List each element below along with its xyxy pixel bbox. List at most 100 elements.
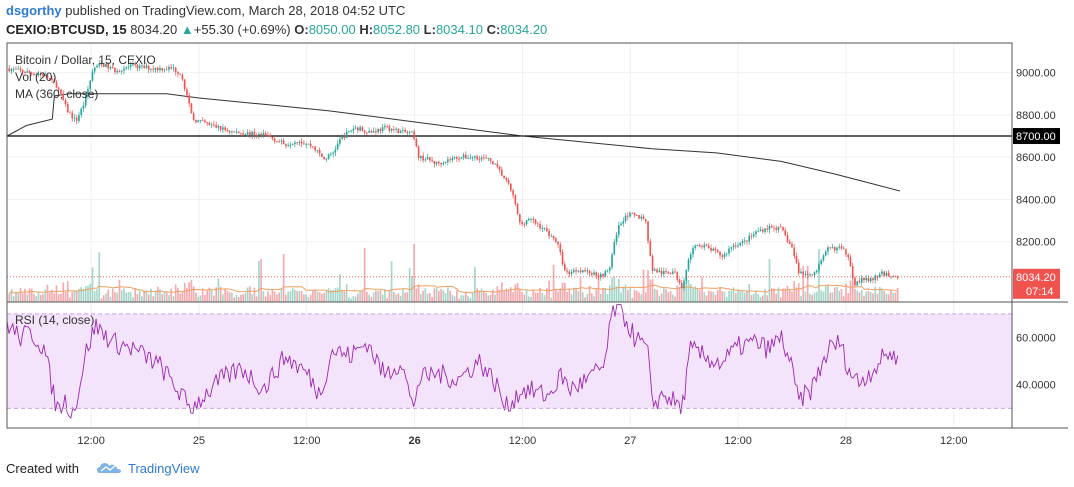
volume-bar bbox=[786, 286, 789, 302]
volume-bar bbox=[325, 291, 328, 302]
volume-bars bbox=[8, 244, 899, 302]
candle bbox=[851, 262, 854, 279]
candle-body bbox=[354, 127, 357, 129]
volume-bar bbox=[352, 296, 355, 302]
volume-bar bbox=[626, 290, 629, 302]
candle bbox=[273, 137, 276, 144]
candle-body bbox=[177, 71, 179, 74]
volume-bar bbox=[554, 289, 557, 302]
volume-bar bbox=[372, 292, 375, 302]
candle bbox=[303, 139, 305, 145]
candle bbox=[721, 253, 724, 261]
volume-bar bbox=[543, 295, 546, 302]
candle-body bbox=[462, 154, 465, 158]
volume-bar bbox=[818, 248, 820, 302]
symbol-label: CEXIO:BTCUSD, 15 bbox=[6, 22, 127, 37]
candle bbox=[701, 244, 703, 250]
volume-bar bbox=[444, 293, 447, 302]
candle-body bbox=[818, 263, 820, 271]
candle-body bbox=[595, 272, 598, 276]
volume-bar bbox=[291, 287, 294, 302]
candle-body bbox=[136, 64, 139, 69]
volume-bar bbox=[671, 294, 674, 302]
candle bbox=[154, 67, 157, 73]
volume-bar bbox=[147, 294, 150, 302]
candle bbox=[19, 66, 22, 73]
candle-body bbox=[806, 274, 809, 275]
candle bbox=[658, 267, 661, 273]
candle bbox=[615, 232, 618, 246]
volume-bar bbox=[408, 268, 411, 302]
author-name[interactable]: dsgorthy bbox=[6, 3, 62, 18]
volume-bar bbox=[413, 244, 415, 302]
candle-body bbox=[314, 146, 316, 151]
candle bbox=[462, 152, 465, 161]
candle bbox=[725, 252, 728, 257]
candle-body bbox=[87, 88, 89, 97]
candle bbox=[818, 261, 820, 274]
volume-bar bbox=[707, 290, 710, 302]
candle bbox=[262, 129, 265, 138]
tradingview-link[interactable]: TradingView bbox=[128, 461, 200, 476]
candle-body bbox=[406, 132, 409, 134]
volume-bar bbox=[483, 291, 485, 302]
volume-bar bbox=[395, 294, 397, 302]
candle-body bbox=[773, 227, 775, 229]
candle bbox=[87, 85, 89, 100]
volume-bar bbox=[375, 290, 377, 302]
candle-body bbox=[285, 144, 287, 147]
volume-bar bbox=[172, 296, 175, 302]
volume-bar bbox=[388, 290, 391, 302]
candle-body bbox=[824, 251, 827, 256]
candle-body bbox=[258, 133, 260, 136]
candle-body bbox=[289, 145, 292, 146]
candle bbox=[474, 155, 476, 161]
candle-body bbox=[303, 143, 305, 145]
candle-body bbox=[343, 136, 346, 138]
candle-body bbox=[345, 131, 348, 138]
volume-bar bbox=[548, 280, 550, 302]
volume-bar bbox=[51, 289, 53, 302]
candle bbox=[782, 226, 784, 232]
volume-bar bbox=[84, 286, 87, 302]
candle-body bbox=[415, 139, 418, 147]
volume-bar bbox=[244, 292, 247, 302]
candle-body bbox=[89, 80, 92, 89]
candle bbox=[42, 72, 44, 78]
candle-body bbox=[372, 131, 375, 133]
candle-body bbox=[626, 215, 629, 217]
candle-body bbox=[188, 95, 191, 104]
volume-bar bbox=[120, 290, 123, 302]
candle-body bbox=[501, 169, 503, 176]
volume-bar bbox=[485, 292, 487, 302]
candle-body bbox=[384, 125, 386, 128]
candle bbox=[114, 67, 116, 75]
candle bbox=[348, 130, 350, 134]
candle bbox=[606, 269, 609, 273]
candle bbox=[321, 153, 323, 158]
volume-bar bbox=[824, 285, 827, 302]
candle bbox=[640, 213, 643, 221]
candle-body bbox=[379, 129, 382, 131]
volume-bar bbox=[768, 259, 771, 302]
candle-body bbox=[784, 230, 787, 236]
volume-bar bbox=[399, 295, 402, 302]
volume-bar bbox=[550, 297, 553, 302]
ma-360-line bbox=[6, 93, 901, 192]
volume-bar bbox=[831, 292, 834, 302]
candle-body bbox=[669, 273, 672, 275]
candle bbox=[300, 138, 303, 148]
candle bbox=[741, 239, 744, 247]
volume-bar bbox=[532, 289, 535, 302]
volume-bar bbox=[332, 290, 334, 302]
volume-bar bbox=[694, 286, 697, 302]
candle-body bbox=[581, 270, 584, 273]
candle-body bbox=[656, 269, 658, 273]
candle-body bbox=[842, 248, 845, 250]
volume-bar bbox=[465, 292, 467, 302]
volume-bar bbox=[728, 290, 730, 302]
candle bbox=[501, 166, 503, 177]
candle-body bbox=[674, 271, 676, 273]
price-change: +55.30 (+0.69%) bbox=[193, 22, 291, 37]
